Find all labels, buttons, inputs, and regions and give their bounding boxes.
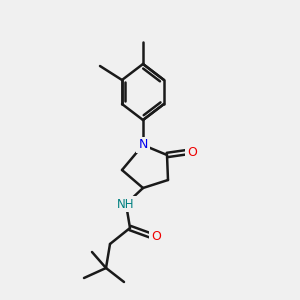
- Text: O: O: [187, 146, 197, 158]
- Text: N: N: [138, 139, 148, 152]
- Text: O: O: [151, 230, 161, 242]
- Text: NH: NH: [117, 197, 135, 211]
